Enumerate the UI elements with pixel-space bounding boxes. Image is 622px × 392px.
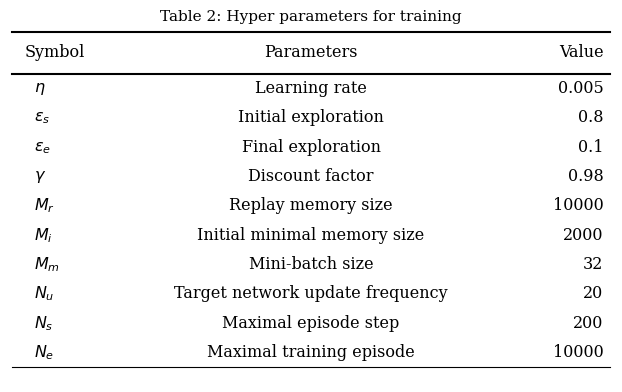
Text: 32: 32: [583, 256, 603, 273]
Text: Parameters: Parameters: [264, 44, 358, 62]
Text: 20: 20: [583, 285, 603, 303]
Text: 0.8: 0.8: [578, 109, 603, 126]
Text: Symbol: Symbol: [25, 44, 85, 62]
Text: Mini-batch size: Mini-batch size: [249, 256, 373, 273]
Text: 0.1: 0.1: [578, 138, 603, 156]
Text: $N_e$: $N_e$: [34, 343, 55, 362]
Text: $M_i$: $M_i$: [34, 226, 53, 245]
Text: $N_u$: $N_u$: [34, 285, 55, 303]
Text: Table 2: Hyper parameters for training: Table 2: Hyper parameters for training: [160, 10, 462, 24]
Text: Maximal episode step: Maximal episode step: [223, 315, 399, 332]
Text: Final exploration: Final exploration: [241, 138, 381, 156]
Text: Target network update frequency: Target network update frequency: [174, 285, 448, 303]
Text: Initial minimal memory size: Initial minimal memory size: [197, 227, 425, 244]
Text: Initial exploration: Initial exploration: [238, 109, 384, 126]
Text: Maximal training episode: Maximal training episode: [207, 344, 415, 361]
Text: $N_s$: $N_s$: [34, 314, 53, 333]
Text: $M_m$: $M_m$: [34, 255, 60, 274]
Text: Learning rate: Learning rate: [255, 80, 367, 97]
Text: Value: Value: [559, 44, 603, 62]
Text: $M_r$: $M_r$: [34, 196, 55, 215]
Text: $\epsilon_s$: $\epsilon_s$: [34, 109, 50, 126]
Text: 200: 200: [573, 315, 603, 332]
Text: $\gamma$: $\gamma$: [34, 168, 47, 185]
Text: 0.005: 0.005: [557, 80, 603, 97]
Text: 10000: 10000: [552, 197, 603, 214]
Text: Discount factor: Discount factor: [248, 168, 374, 185]
Text: 10000: 10000: [552, 344, 603, 361]
Text: 2000: 2000: [563, 227, 603, 244]
Text: $\epsilon_e$: $\epsilon_e$: [34, 138, 51, 156]
Text: $\eta$: $\eta$: [34, 80, 46, 97]
Text: 0.98: 0.98: [568, 168, 603, 185]
Text: Replay memory size: Replay memory size: [229, 197, 393, 214]
